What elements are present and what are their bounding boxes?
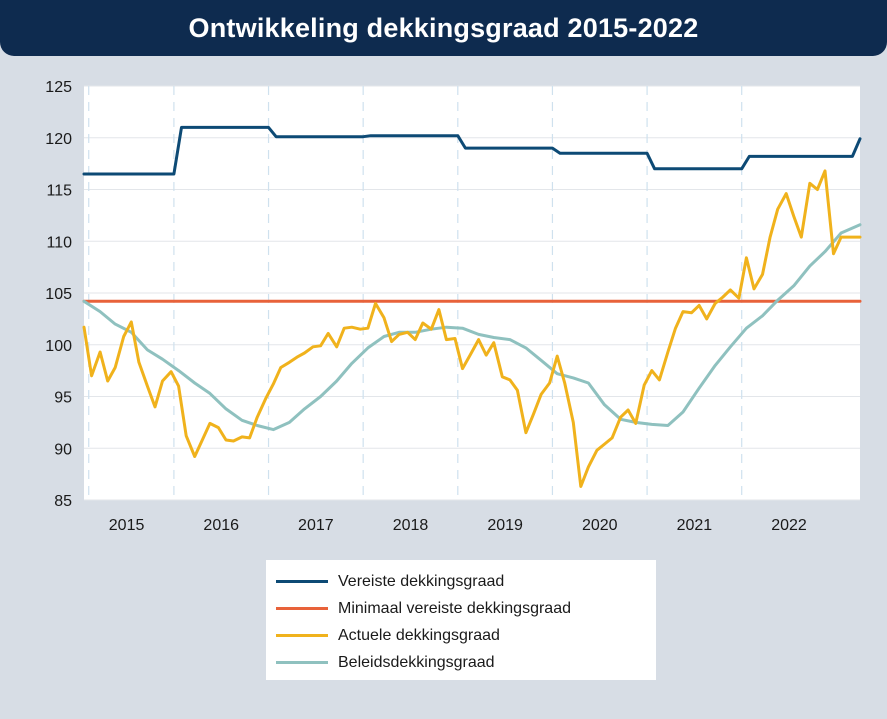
y-tick-label: 110 xyxy=(46,234,72,251)
legend-swatch xyxy=(276,580,328,583)
series-line xyxy=(82,125,862,176)
x-tick-label: 2019 xyxy=(487,517,523,534)
legend-label: Minimaal vereiste dekkingsgraad xyxy=(338,599,571,617)
grid xyxy=(84,85,860,501)
y-tick-label: 125 xyxy=(45,79,72,96)
x-tick-label: 2015 xyxy=(109,517,145,534)
x-tick-label: 2018 xyxy=(393,517,429,534)
series-line xyxy=(82,223,862,432)
y-tick-label: 120 xyxy=(45,131,72,148)
x-tick-label: 2022 xyxy=(771,517,807,534)
legend: Vereiste dekkingsgraad Minimaal vereiste… xyxy=(266,560,656,680)
x-tick-label: 2021 xyxy=(677,517,713,534)
legend-label: Vereiste dekkingsgraad xyxy=(338,572,505,590)
x-tick-label: 2020 xyxy=(582,517,618,534)
series-lines xyxy=(82,125,862,488)
legend-item: Beleidsdekkingsgraad xyxy=(276,649,656,676)
legend-swatch xyxy=(276,607,328,610)
y-tick-label: 90 xyxy=(54,441,72,458)
y-tick-label: 105 xyxy=(45,286,72,303)
legend-item: Minimaal vereiste dekkingsgraad xyxy=(276,595,656,622)
y-tick-label: 85 xyxy=(54,493,72,510)
legend-item: Vereiste dekkingsgraad xyxy=(276,568,656,595)
legend-swatch xyxy=(276,661,328,664)
x-axis: 2015 2016 2017 2018 2019 2020 2021 2022 xyxy=(109,517,807,534)
legend-label: Actuele dekkingsgraad xyxy=(338,626,500,644)
legend-swatch xyxy=(276,634,328,637)
y-axis: 85 90 95 100 105 110 115 120 125 xyxy=(45,79,72,510)
y-tick-label: 100 xyxy=(45,338,72,355)
chart-title: Ontwikkeling dekkingsgraad 2015-2022 xyxy=(188,12,699,43)
x-tick-label: 2016 xyxy=(203,517,239,534)
legend-item: Actuele dekkingsgraad xyxy=(276,622,656,649)
chart-title-banner: Ontwikkeling dekkingsgraad 2015-2022 xyxy=(0,0,887,56)
series-line xyxy=(82,169,862,488)
y-tick-label: 95 xyxy=(54,390,72,407)
y-tick-label: 115 xyxy=(46,183,72,200)
x-tick-label: 2017 xyxy=(298,517,334,534)
legend-label: Beleidsdekkingsgraad xyxy=(338,653,495,671)
